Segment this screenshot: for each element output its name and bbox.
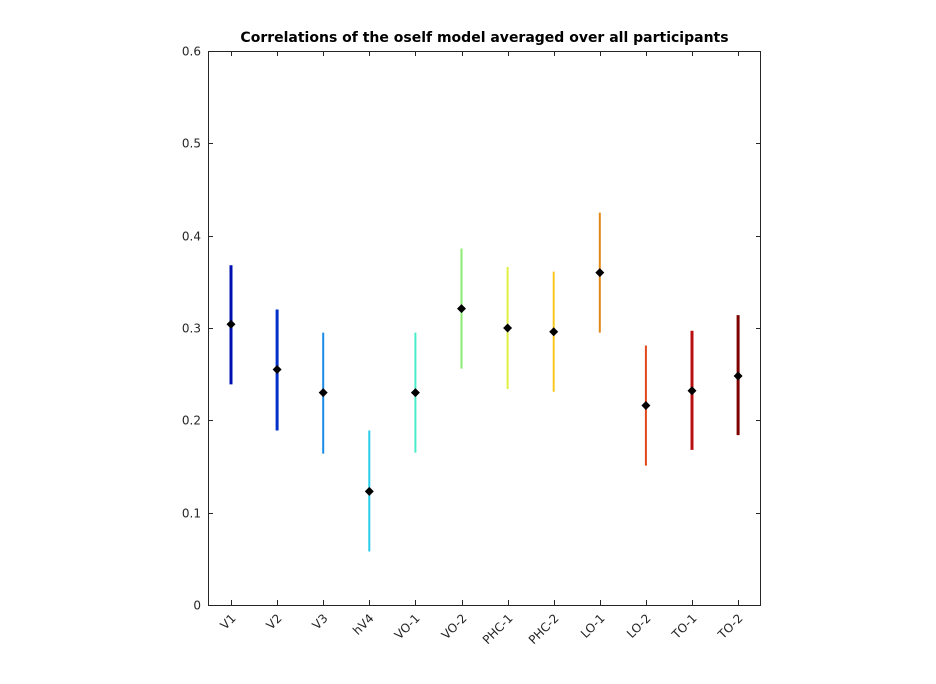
x-tick-label: V2 (264, 611, 285, 632)
data-point (318, 388, 328, 398)
x-tick-label: TO-1 (668, 611, 699, 642)
data-point (687, 386, 697, 396)
x-tick-label: VO-1 (392, 611, 423, 642)
data-point (457, 304, 466, 314)
y-tick-label: 0 (193, 599, 201, 613)
data-point (272, 365, 282, 375)
x-tick-label: PHC-1 (480, 611, 516, 647)
data-point (226, 319, 236, 329)
x-tick-label: PHC-2 (526, 611, 562, 647)
x-tick-label: LO-1 (578, 611, 608, 641)
data-point (641, 401, 651, 411)
axes-box (208, 51, 761, 606)
x-tick-label: V3 (310, 611, 331, 632)
y-tick-label: 0.2 (182, 414, 201, 428)
y-tick-label: 0.5 (182, 137, 201, 151)
x-tick-label: VO-2 (439, 611, 470, 642)
data-point (410, 388, 420, 398)
data-point (503, 323, 513, 333)
y-tick-label: 0.1 (182, 507, 201, 521)
y-tick-label: 0.4 (182, 230, 201, 244)
data-point (733, 371, 743, 381)
y-tick-label: 0.6 (182, 45, 201, 59)
data-point (595, 268, 605, 278)
x-tick-label: LO-2 (624, 611, 654, 641)
x-tick-label: V1 (218, 611, 239, 632)
x-tick-label: hV4 (350, 611, 376, 637)
chart-title: Correlations of the oself model averaged… (240, 30, 729, 46)
y-tick-label: 0.3 (182, 322, 201, 336)
data-point (364, 486, 374, 496)
data-point (549, 327, 559, 337)
x-tick-label: TO-2 (714, 611, 745, 642)
